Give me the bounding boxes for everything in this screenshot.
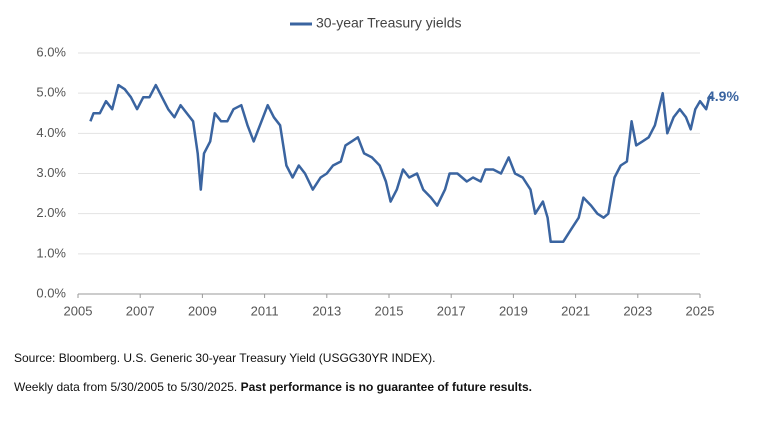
note: Weekly data from 5/30/2005 to 5/30/2025.… [14, 380, 532, 394]
source: Source: Bloomberg. U.S. Generic 30-year … [14, 351, 436, 365]
y-tick-label: 2.0% [36, 205, 66, 220]
x-tick-label: 2023 [623, 303, 652, 318]
chart: 0.0% 1.0% 2.0% 3.0% 4.0% 5.0% 6.0% 2005 2007 2009… [36, 15, 739, 319]
y-tick-label: 5.0% [36, 85, 66, 100]
legend-label: 30-year Treasury yields [316, 15, 462, 31]
note-text: Weekly data from 5/30/2005 to 5/30/2025. [14, 380, 238, 394]
x-tick-label: 2019 [499, 303, 528, 318]
y-tick-label: 0.0% [36, 285, 66, 300]
x-tick-label: 2013 [312, 303, 341, 318]
line [89, 83, 714, 244]
y-tick-label: 3.0% [36, 165, 66, 180]
note-bold: Past performance is no guarantee of futu… [240, 380, 533, 394]
x-tick-label: 2025 [686, 303, 715, 318]
x-tick-label: 2017 [437, 303, 466, 318]
x-tick-label: 2011 [251, 303, 279, 318]
end-label: 4.9% [707, 88, 739, 104]
x-tick-label: 2007 [126, 303, 155, 318]
y-tick-label: 6.0% [36, 44, 66, 59]
y-tick-label: 4.0% [36, 125, 66, 140]
x-tick-label: 2021 [561, 303, 590, 318]
x-tick-label: 2009 [188, 303, 217, 318]
x-tick-label: 2015 [375, 303, 404, 318]
x-tick-label: 2005 [64, 303, 93, 318]
y-tick-label: 1.0% [36, 245, 66, 260]
